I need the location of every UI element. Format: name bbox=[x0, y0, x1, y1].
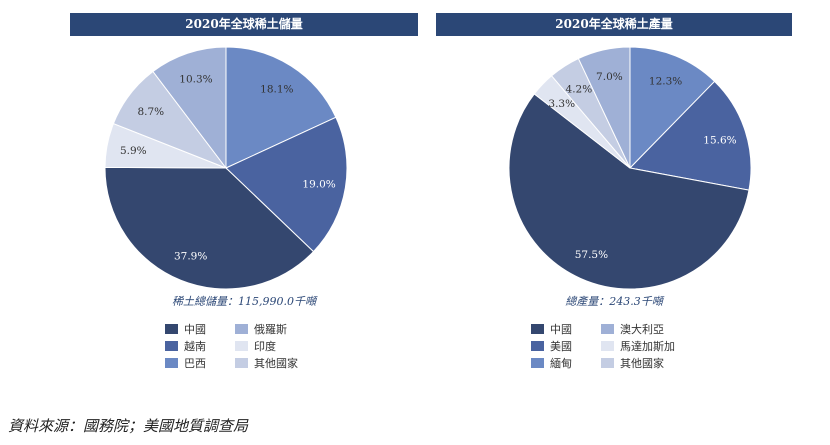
legend-item-russia: 俄羅斯 bbox=[235, 321, 287, 337]
reserves-pie: 18.1% 19.0% 37.9% 5.9% 8.7% 10.3% bbox=[104, 46, 348, 290]
legend-item-madagascar: 馬達加斯加 bbox=[601, 338, 675, 354]
legend-swatch-russia bbox=[235, 324, 248, 334]
legend-label-china: 中國 bbox=[550, 323, 572, 336]
legend-label-madagascar: 馬達加斯加 bbox=[620, 340, 675, 353]
production-total: 總產量：243.3千噸 bbox=[565, 295, 663, 308]
source-note: 資料來源：國務院；美國地質調查局 bbox=[8, 417, 249, 435]
reserves-chart-title: 2020年全球稀土儲量 bbox=[70, 13, 418, 36]
legend-swatch-madagascar bbox=[601, 341, 614, 351]
legend-item-myanmar: 緬甸 bbox=[531, 355, 572, 371]
legend-swatch-vietnam bbox=[165, 341, 178, 351]
legend-swatch-india bbox=[235, 341, 248, 351]
production-pie: 12.3% 15.6% 57.5% 3.3% 4.2%7.0% bbox=[508, 46, 752, 290]
legend-label-australia: 澳大利亞 bbox=[620, 323, 664, 336]
pie-label-australia: 7.0% bbox=[596, 71, 623, 83]
legend-item-china: 中國 bbox=[165, 321, 206, 337]
legend-item-india: 印度 bbox=[235, 338, 276, 354]
legend-label-myanmar: 緬甸 bbox=[550, 357, 572, 370]
legend-swatch-china bbox=[531, 324, 544, 334]
legend-label-usa: 美國 bbox=[550, 340, 572, 353]
pie-slice-vietnam bbox=[225, 116, 348, 253]
pie-slice-myanmar bbox=[629, 46, 716, 170]
legend-swatch-others bbox=[601, 358, 614, 368]
pie-label-others: 4.2% bbox=[566, 84, 593, 96]
legend-item-others: 其他國家 bbox=[601, 355, 664, 371]
legend-label-india: 印度 bbox=[254, 340, 276, 353]
production-chart-title: 2020年全球稀土產量 bbox=[436, 13, 792, 36]
legend-swatch-australia bbox=[601, 324, 614, 334]
legend-item-vietnam: 越南 bbox=[165, 338, 206, 354]
pie-label-russia: 10.3% bbox=[179, 74, 212, 86]
pie-slice-usa bbox=[628, 80, 752, 191]
legend-item-china: 中國 bbox=[531, 321, 572, 337]
legend-item-others: 其他國家 bbox=[235, 355, 298, 371]
pie-label-china: 37.9% bbox=[174, 251, 207, 263]
pie-label-brazil: 18.1% bbox=[260, 84, 293, 96]
legend-item-brazil: 巴西 bbox=[165, 355, 206, 371]
pie-slice-australia bbox=[577, 46, 631, 169]
legend-label-vietnam: 越南 bbox=[184, 340, 206, 353]
legend-item-australia: 澳大利亞 bbox=[601, 321, 664, 337]
legend-swatch-brazil bbox=[165, 358, 178, 368]
pie-label-vietnam: 19.0% bbox=[302, 179, 335, 191]
legend-item-usa: 美國 bbox=[531, 338, 572, 354]
legend-label-russia: 俄羅斯 bbox=[254, 323, 287, 336]
legend-label-china: 中國 bbox=[184, 323, 206, 336]
legend-label-others: 其他國家 bbox=[254, 357, 298, 370]
legend-swatch-china bbox=[165, 324, 178, 334]
pie-label-usa: 15.6% bbox=[703, 135, 736, 147]
pie-label-india: 5.9% bbox=[120, 145, 147, 157]
reserves-chart-panel: 2020年全球稀土儲量 18.1% 19.0% 37.9% 5.9% 8.7% 10.3%… bbox=[70, 13, 418, 383]
legend-label-others: 其他國家 bbox=[620, 357, 664, 370]
reserves-total: 稀土總儲量：115,990.0千噸 bbox=[172, 295, 316, 308]
pie-slice-china bbox=[104, 166, 315, 290]
legend-swatch-myanmar bbox=[531, 358, 544, 368]
pie-label-others: 8.7% bbox=[137, 106, 164, 118]
legend-label-brazil: 巴西 bbox=[184, 357, 206, 370]
pie-label-madagascar: 3.3% bbox=[548, 98, 575, 110]
pie-slice-china bbox=[508, 93, 750, 290]
pie-label-china: 57.5% bbox=[575, 249, 608, 261]
pie-label-myanmar: 12.3% bbox=[649, 76, 682, 88]
legend-swatch-usa bbox=[531, 341, 544, 351]
pie-slice-brazil bbox=[225, 46, 337, 169]
legend-swatch-others bbox=[235, 358, 248, 368]
production-chart-panel: 2020年全球稀土產量 12.3% 15.6% 57.5% 3.3% 4.2% 7.0% … bbox=[436, 13, 792, 383]
pie-slice-russia bbox=[152, 46, 227, 170]
